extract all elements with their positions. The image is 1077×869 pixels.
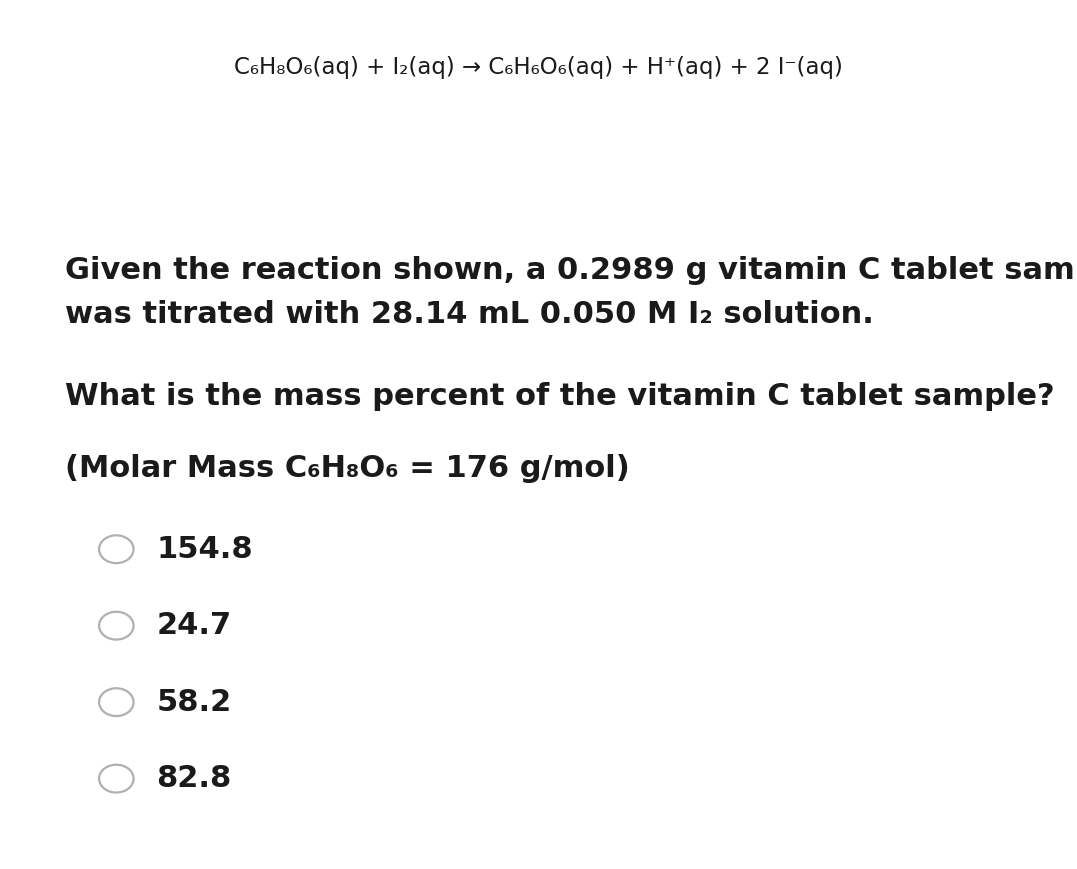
- Text: C₆H₈O₆(aq) + I₂(aq) → C₆H₆O₆(aq) + H⁺(aq) + 2 I⁻(aq): C₆H₈O₆(aq) + I₂(aq) → C₆H₆O₆(aq) + H⁺(aq…: [234, 56, 843, 79]
- Text: 82.8: 82.8: [156, 764, 232, 793]
- Text: was titrated with 28.14 mL 0.050 M I₂ solution.: was titrated with 28.14 mL 0.050 M I₂ so…: [65, 300, 873, 328]
- Text: What is the mass percent of the vitamin C tablet sample?: What is the mass percent of the vitamin …: [65, 382, 1054, 411]
- Text: 154.8: 154.8: [156, 534, 253, 564]
- Text: (Molar Mass C₆H₈O₆ = 176 g/mol): (Molar Mass C₆H₈O₆ = 176 g/mol): [65, 454, 629, 482]
- Text: Given the reaction shown, a 0.2989 g vitamin C tablet sample: Given the reaction shown, a 0.2989 g vit…: [65, 256, 1077, 285]
- Text: 24.7: 24.7: [156, 611, 232, 640]
- Text: 58.2: 58.2: [156, 687, 232, 717]
